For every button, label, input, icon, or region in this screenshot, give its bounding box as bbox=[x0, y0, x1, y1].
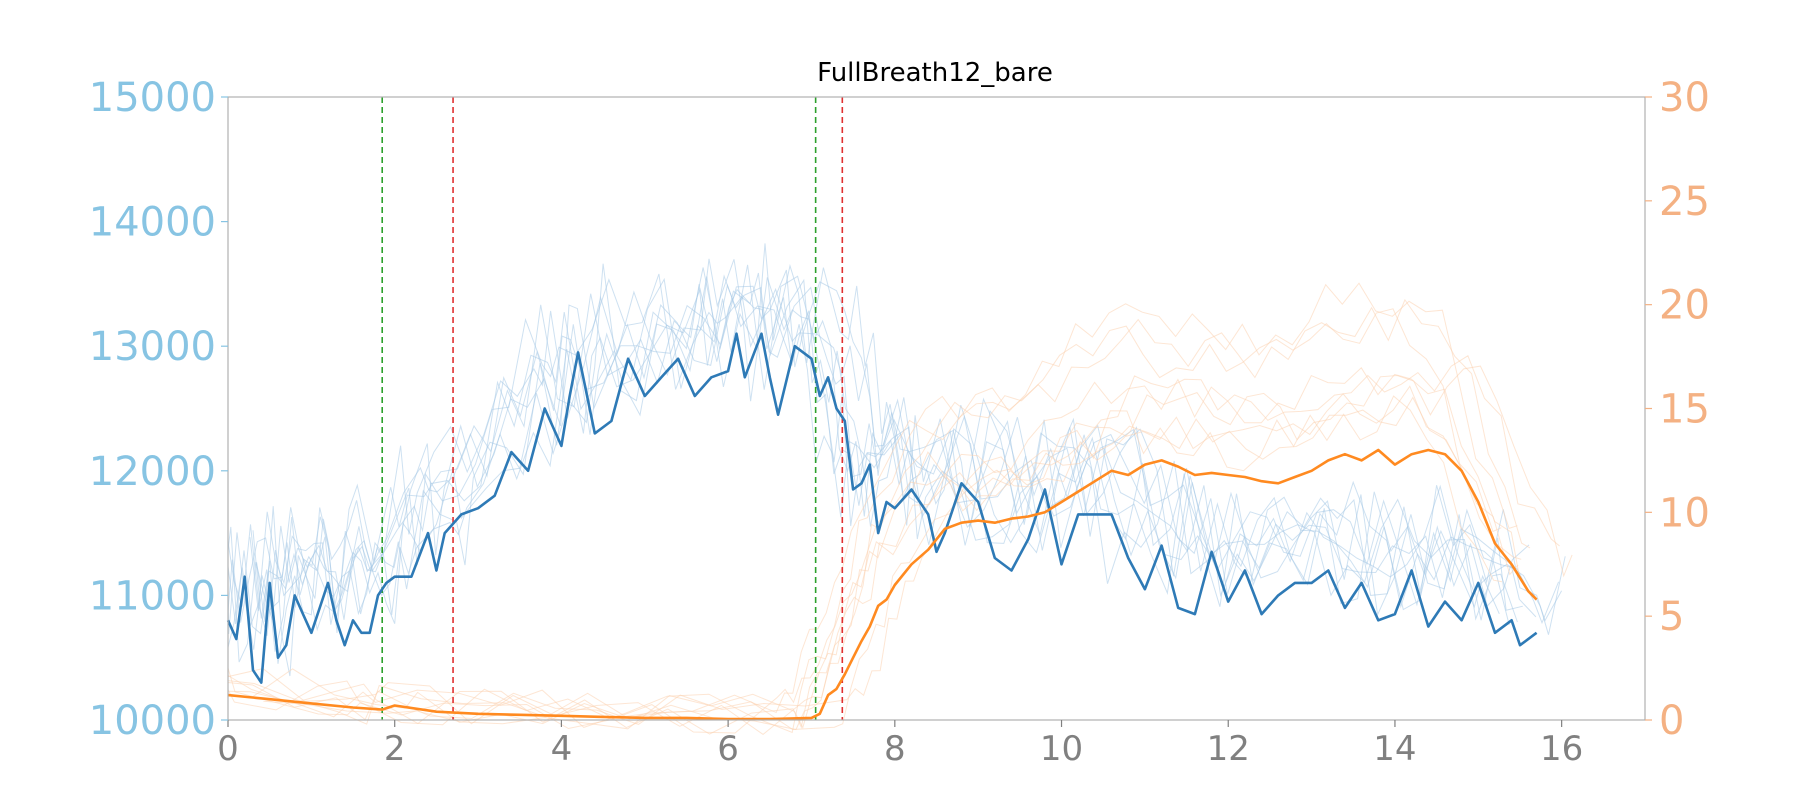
tick-labels: 0 2 4 6 8 10 12 14 16 10000 11000 12000 13000 14000 15… bbox=[89, 75, 1710, 769]
background-trace-0-1 bbox=[249, 272, 1560, 652]
blue-series-line bbox=[226, 332, 1538, 684]
plot-frame bbox=[227, 96, 1646, 721]
background-trace-1-5 bbox=[250, 355, 1560, 731]
y-right-tick-label: 0 bbox=[1659, 698, 1684, 744]
background-trace-0-3 bbox=[227, 273, 1518, 636]
x-tick-label: 0 bbox=[217, 729, 239, 769]
background-trace-1-7 bbox=[227, 308, 1502, 726]
x-tick-label: 16 bbox=[1540, 729, 1583, 769]
y-right-tick-label: 15 bbox=[1659, 387, 1710, 433]
orange-series-line bbox=[227, 448, 1538, 721]
y-left-tick-label: 14000 bbox=[89, 200, 216, 246]
x-tick-label: 14 bbox=[1373, 729, 1416, 769]
y-left-tick-label: 11000 bbox=[89, 573, 216, 619]
background-trace-1-0 bbox=[227, 282, 1518, 734]
background-trace-1-3 bbox=[227, 395, 1503, 734]
background-trace-0-7 bbox=[252, 263, 1563, 664]
background-trace-0-4 bbox=[227, 278, 1530, 650]
x-tick-label: 10 bbox=[1040, 729, 1083, 769]
background-trace-0-6 bbox=[227, 258, 1510, 648]
y-left-tick-label: 15000 bbox=[89, 75, 216, 121]
y-right-tick-label: 30 bbox=[1659, 75, 1710, 121]
x-tick-label: 4 bbox=[551, 729, 573, 769]
background-trace-0-8 bbox=[256, 243, 1566, 677]
background-trace-0-2 bbox=[227, 264, 1523, 663]
data-series bbox=[226, 332, 1538, 721]
y-right-tick-label: 20 bbox=[1659, 283, 1710, 329]
background-trace-1-8 bbox=[227, 385, 1519, 735]
y-left-tick-label: 10000 bbox=[89, 698, 216, 744]
axes bbox=[227, 96, 1646, 721]
y-right-tick-label: 10 bbox=[1659, 490, 1710, 536]
background-trace-1-1 bbox=[263, 365, 1573, 725]
y-left-tick-label: 13000 bbox=[89, 324, 216, 370]
x-tick-label: 8 bbox=[884, 729, 906, 769]
vertical-marker-lines bbox=[381, 97, 844, 720]
background-trace-1-6 bbox=[227, 367, 1521, 730]
x-tick-label: 12 bbox=[1207, 729, 1250, 769]
x-tick-label: 2 bbox=[384, 729, 406, 769]
y-right-tick-label: 25 bbox=[1659, 179, 1710, 225]
background-trace-0-5 bbox=[227, 274, 1500, 623]
x-tick-label: 6 bbox=[717, 729, 739, 769]
y-right-tick-label: 5 bbox=[1659, 594, 1684, 640]
y-left-tick-label: 12000 bbox=[89, 449, 216, 495]
background-trace-0-0 bbox=[227, 283, 1537, 635]
faint-background-traces bbox=[227, 243, 1573, 736]
chart-title: FullBreath12_bare bbox=[817, 58, 1053, 88]
background-trace-1-2 bbox=[227, 298, 1531, 736]
background-trace-1-4 bbox=[227, 396, 1522, 731]
